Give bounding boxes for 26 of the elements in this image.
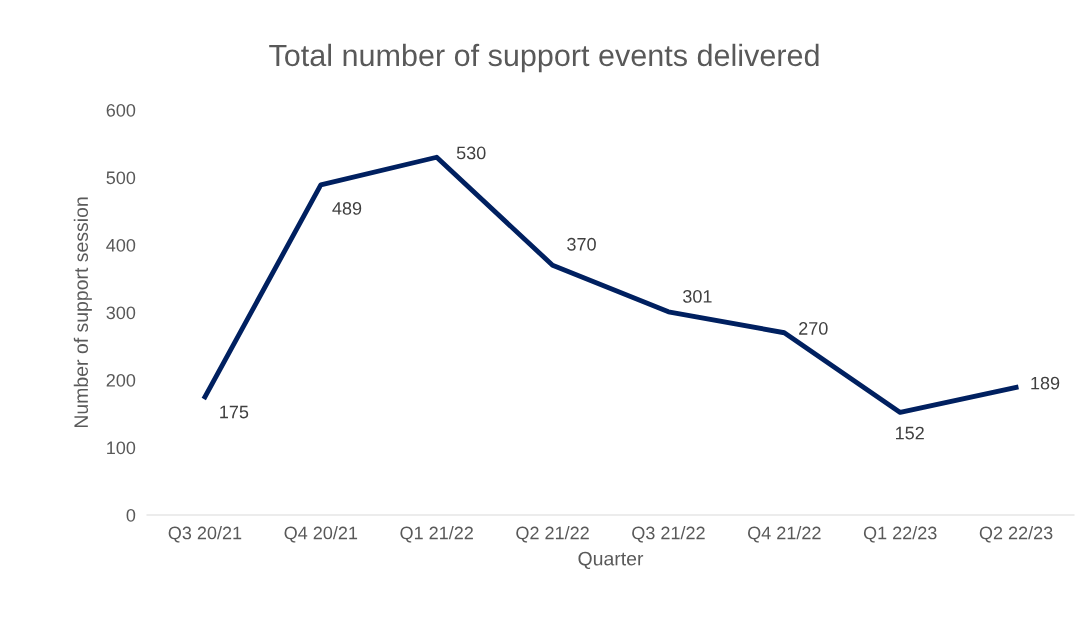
x-tick-label: Q1 21/22: [400, 526, 473, 543]
x-tick-label: Q2 21/22: [516, 526, 589, 543]
x-tick-label: Q1 22/23: [863, 526, 937, 543]
data-label: 189: [1031, 376, 1060, 390]
x-tick-label: Q2 22/23: [979, 526, 1053, 543]
y-tick-label: 500: [106, 171, 136, 185]
data-label: 489: [332, 201, 362, 215]
y-axis-title: Number of support session: [73, 197, 92, 428]
data-label: 270: [799, 322, 828, 335]
x-tick-label: Q4 20/21: [284, 526, 358, 543]
data-label: 370: [567, 237, 596, 251]
x-tick-label: Q4 21/22: [748, 526, 821, 543]
x-axis-title: Quarter: [578, 551, 644, 570]
chart-title: Total number of support events delivered: [269, 43, 819, 73]
x-tick-label: Q3 20/21: [168, 526, 242, 543]
y-tick-label: 400: [106, 238, 136, 252]
y-tick-label: 200: [106, 373, 136, 387]
x-tick-label: Q3 21/22: [632, 526, 705, 543]
y-tick-label: 300: [106, 306, 136, 320]
data-label: 301: [683, 290, 712, 303]
data-label: 152: [896, 426, 924, 440]
data-label: 175: [220, 405, 249, 419]
data-label: 530: [456, 146, 486, 160]
y-tick-label: 600: [106, 103, 136, 117]
y-tick-label: 100: [107, 441, 136, 455]
y-tick-label: 0: [126, 508, 136, 522]
